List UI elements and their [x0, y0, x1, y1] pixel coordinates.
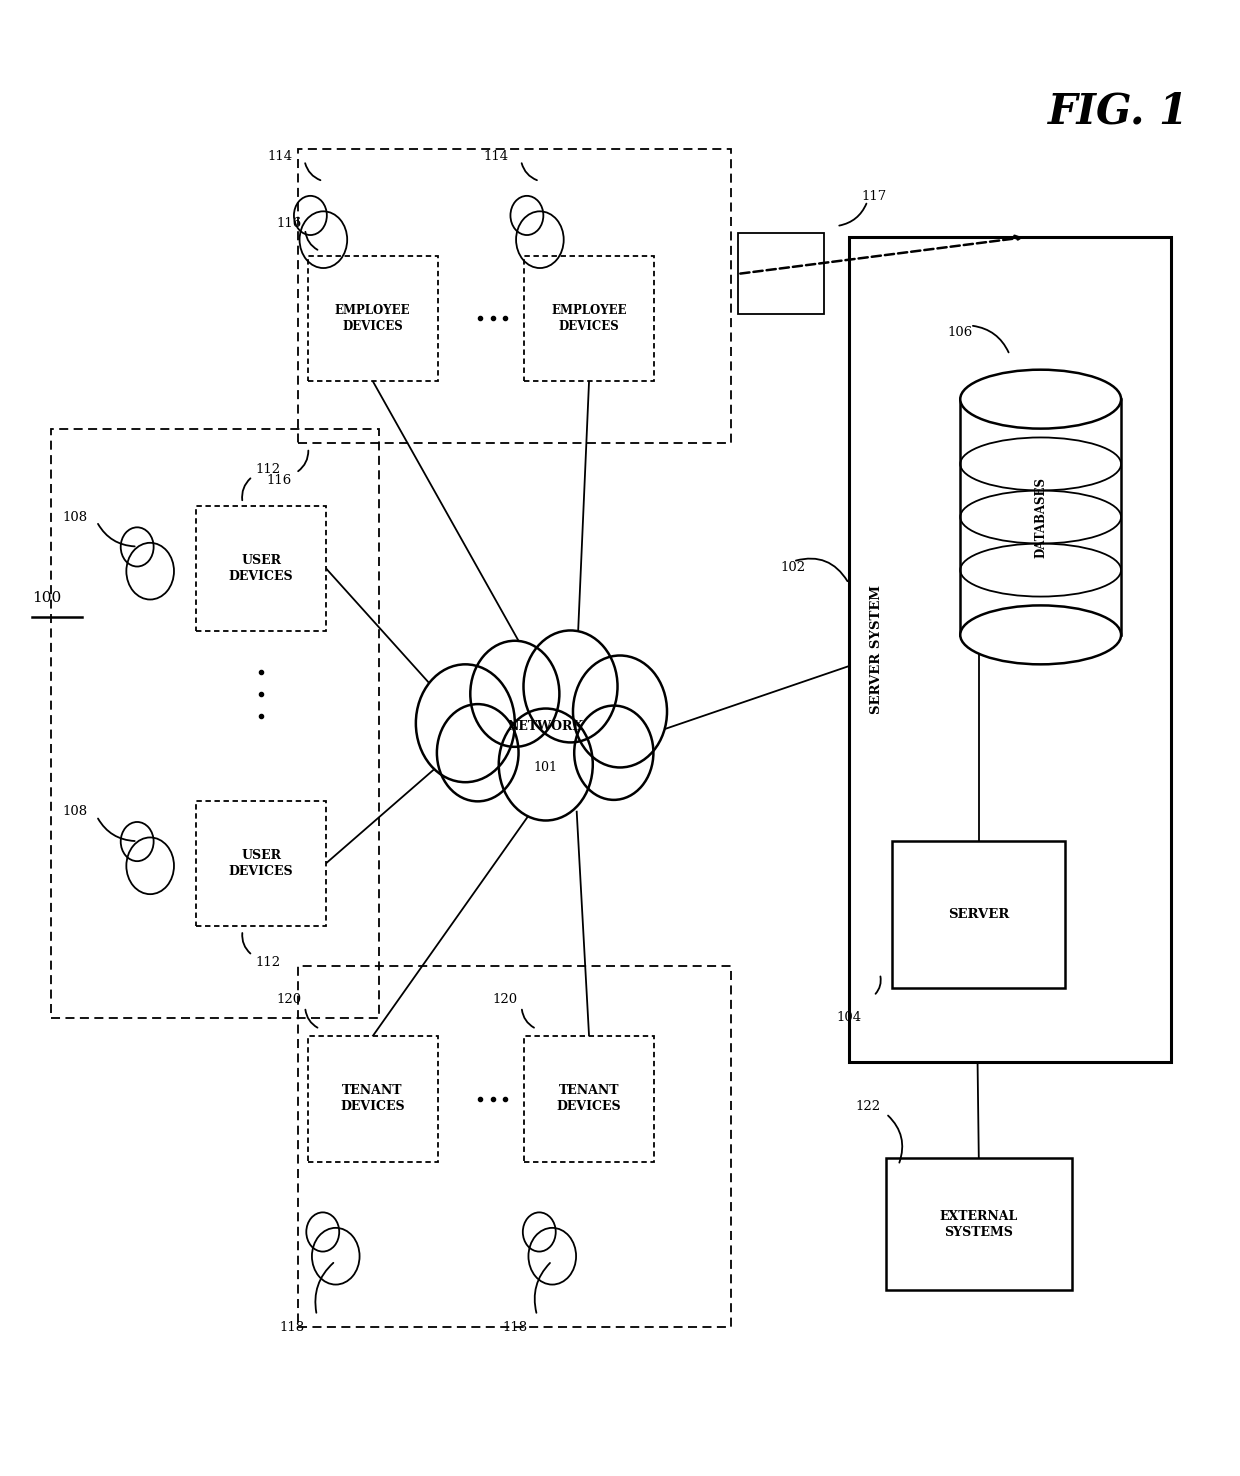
Bar — [51, 428, 378, 1018]
Text: 106: 106 — [947, 326, 973, 339]
Text: 112: 112 — [255, 462, 280, 475]
Text: 122: 122 — [856, 1100, 880, 1113]
Text: TENANT
DEVICES: TENANT DEVICES — [557, 1085, 621, 1113]
Bar — [196, 506, 326, 632]
Text: TENANT
DEVICES: TENANT DEVICES — [340, 1085, 405, 1113]
Bar — [196, 800, 326, 925]
Text: FIG. 1: FIG. 1 — [1048, 92, 1189, 133]
Circle shape — [470, 641, 559, 747]
Bar — [525, 255, 653, 381]
Bar — [893, 841, 1065, 989]
Text: 108: 108 — [63, 806, 88, 818]
Ellipse shape — [960, 369, 1121, 428]
Bar — [308, 1036, 438, 1162]
Text: 118: 118 — [502, 1321, 527, 1334]
Text: 108: 108 — [63, 511, 88, 524]
Text: USER
DEVICES: USER DEVICES — [229, 554, 294, 583]
Text: SERVER: SERVER — [949, 908, 1009, 921]
Circle shape — [573, 655, 667, 768]
Circle shape — [498, 708, 593, 821]
Text: SERVER SYSTEM: SERVER SYSTEM — [869, 584, 883, 714]
Text: 114: 114 — [484, 149, 508, 162]
Bar — [299, 149, 732, 443]
Text: 114: 114 — [267, 149, 293, 162]
Text: EXTERNAL
SYSTEMS: EXTERNAL SYSTEMS — [940, 1210, 1018, 1238]
Circle shape — [523, 630, 618, 742]
Bar — [849, 238, 1171, 1063]
Text: EMPLOYEE
DEVICES: EMPLOYEE DEVICES — [552, 304, 627, 332]
Text: 117: 117 — [862, 190, 887, 204]
Text: 112: 112 — [255, 956, 280, 970]
Text: 120: 120 — [277, 993, 301, 1007]
Bar — [525, 1036, 653, 1162]
Text: 116: 116 — [277, 217, 301, 230]
Bar — [887, 1157, 1071, 1290]
Circle shape — [415, 664, 515, 782]
Text: 116: 116 — [267, 474, 293, 487]
Circle shape — [436, 704, 518, 801]
Bar — [960, 399, 1121, 635]
Bar — [299, 967, 732, 1327]
Text: DATABASES: DATABASES — [1034, 477, 1047, 558]
Text: 118: 118 — [279, 1321, 305, 1334]
Text: 104: 104 — [837, 1011, 862, 1024]
Text: EMPLOYEE
DEVICES: EMPLOYEE DEVICES — [335, 304, 410, 332]
Bar — [738, 233, 825, 314]
Text: 100: 100 — [32, 590, 62, 605]
Text: USER
DEVICES: USER DEVICES — [229, 849, 294, 878]
Text: 101: 101 — [533, 762, 558, 773]
Text: 102: 102 — [781, 561, 806, 574]
Bar — [308, 255, 438, 381]
Circle shape — [574, 706, 653, 800]
Ellipse shape — [960, 605, 1121, 664]
Text: 120: 120 — [492, 993, 518, 1007]
Text: NETWORK: NETWORK — [507, 720, 584, 732]
